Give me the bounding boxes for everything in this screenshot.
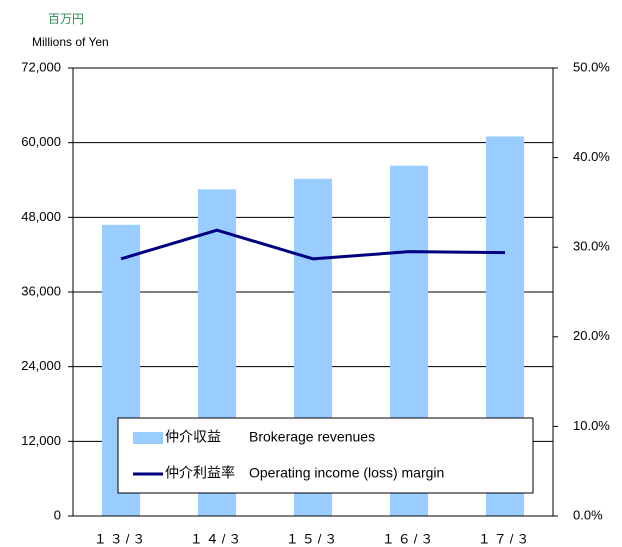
legend-box — [117, 417, 534, 494]
y2-tick-label: 40.0% — [573, 149, 610, 164]
legend-label: 仲介収益 Brokerage revenues — [165, 429, 375, 445]
y-tick-label: 12,000 — [21, 433, 61, 448]
x-tick-label: １３/３ — [94, 531, 149, 546]
x-tick-label: １５/３ — [286, 531, 341, 546]
legend-swatch — [133, 432, 163, 444]
y-tick-label: 36,000 — [21, 283, 61, 298]
y-tick-label: 24,000 — [21, 358, 61, 373]
y2-tick-label: 30.0% — [573, 239, 610, 254]
y-tick-label: 0 — [54, 507, 61, 522]
y-tick-label: 72,000 — [21, 59, 61, 74]
y2-tick-label: 20.0% — [573, 328, 610, 343]
y2-tick-label: 50.0% — [573, 59, 610, 74]
y2-tick-label: 10.0% — [573, 418, 610, 433]
y-tick-label: 60,000 — [21, 134, 61, 149]
plot-border — [72, 67, 554, 517]
y-unit-jp: 百万円 — [48, 12, 84, 26]
x-tick-label: １７/３ — [478, 531, 533, 546]
legend-label: 仲介利益率 Operating income (loss) margin — [165, 465, 444, 481]
y2-tick-label: 0.0% — [573, 507, 603, 522]
y-unit-en: Millions of Yen — [32, 35, 109, 49]
x-tick-label: １４/３ — [190, 531, 245, 546]
x-tick-label: １６/３ — [382, 531, 437, 546]
y-tick-label: 48,000 — [21, 209, 61, 224]
line — [120, 228, 506, 261]
